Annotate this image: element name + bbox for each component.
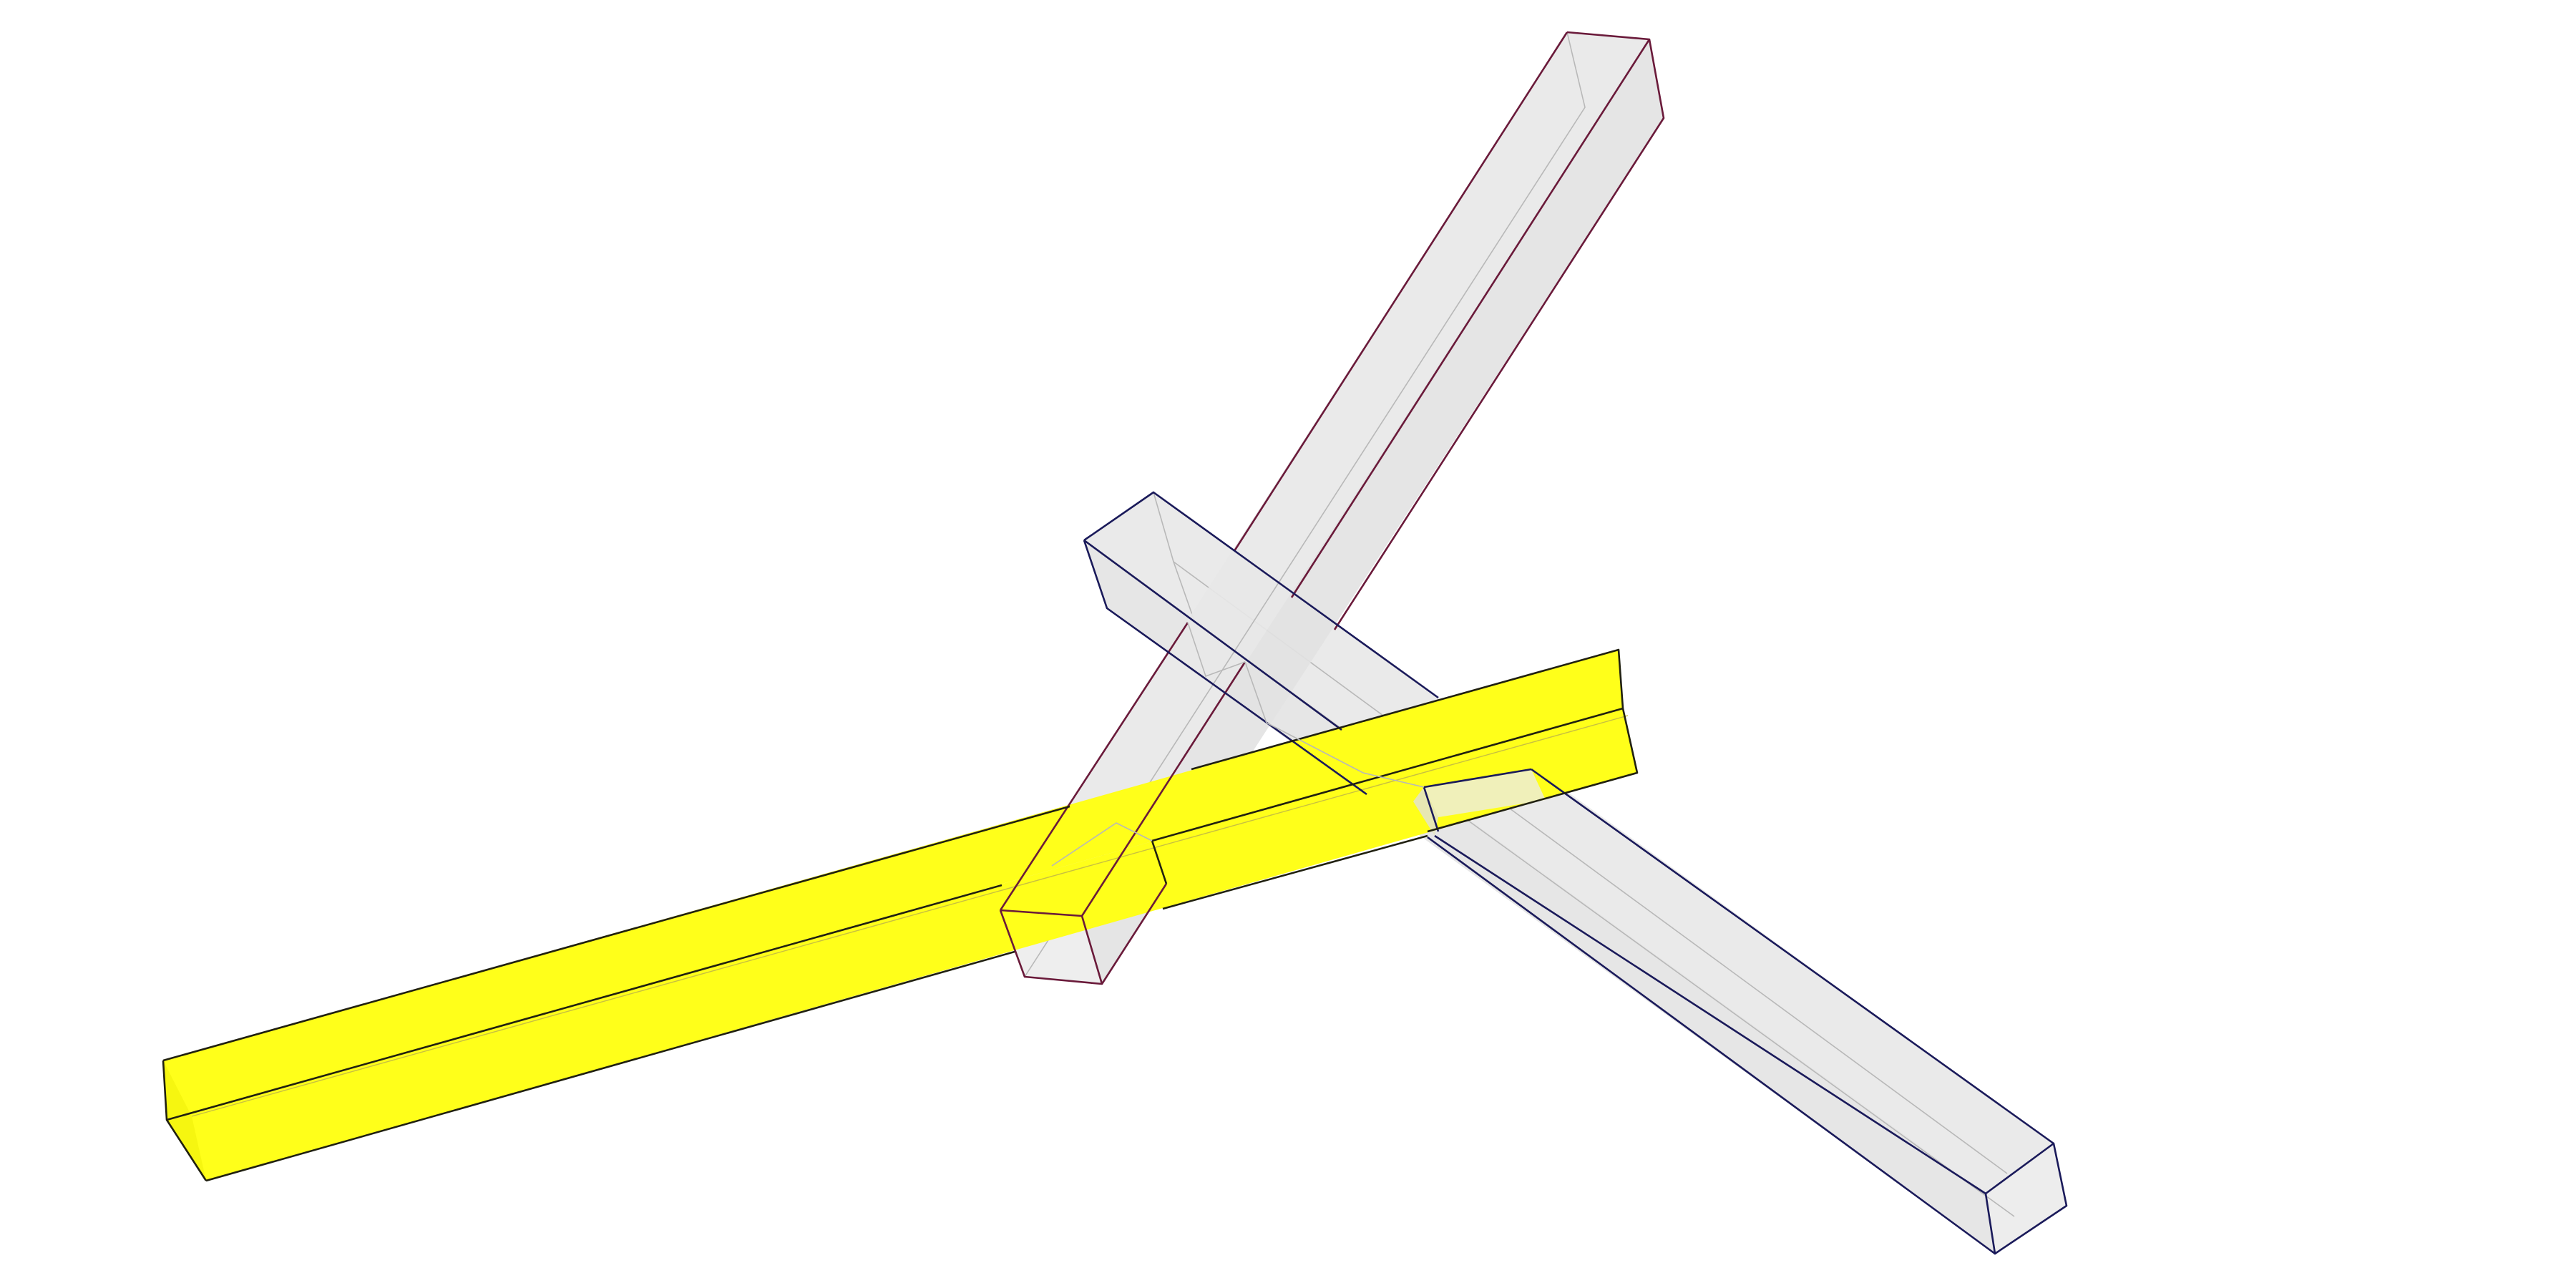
highlighted-beam-outline bbox=[162, 648, 1639, 1182]
highlighted-beam-end-edges bbox=[162, 1060, 208, 1181]
crossing-beam-lower-top-edge bbox=[1531, 768, 2054, 1145]
crossing-beam-edge-front bbox=[1083, 539, 1342, 731]
notch-block bbox=[1413, 769, 1546, 836]
highlighted-beam-bottom-edge-right bbox=[1162, 834, 1428, 910]
highlighted-beam-step bbox=[1151, 840, 1168, 884]
upright-beam-edge-left bbox=[1233, 31, 1568, 552]
highlighted-beam-mid-edge-right bbox=[1151, 707, 1639, 842]
joint-hidden-lines bbox=[1051, 622, 1425, 867]
highlighted-beam-mid-edge bbox=[166, 884, 1002, 1121]
notch-outline-2 bbox=[1423, 786, 1440, 832]
upright-beam-bottom-cap bbox=[999, 909, 1103, 985]
notch-block-front-face bbox=[1413, 787, 1438, 836]
highlighted-beam-top-edge-right bbox=[1191, 648, 1624, 771]
upright-beam-lower-mid-edge bbox=[1080, 661, 1246, 917]
crossing-beam-end-cap bbox=[1986, 1143, 2067, 1254]
highlighted-beam-top-edge-left bbox=[162, 805, 1070, 1062]
crossing-beam-edge-top bbox=[1083, 491, 1439, 699]
upright-beam-lower-right-edge bbox=[1101, 883, 1168, 985]
crossing-beam-lower-front-edge bbox=[1434, 834, 2068, 1255]
notch-block-top-face bbox=[1424, 769, 1546, 817]
highlighted-beam-hidden-line bbox=[191, 715, 1629, 1117]
upright-beam-hidden-lines bbox=[1024, 31, 1586, 977]
upright-beam-right-face bbox=[1082, 39, 1664, 984]
highlighted-beam-bottom-edge bbox=[205, 950, 1015, 1182]
highlighted-beam-top-face bbox=[163, 650, 1623, 1120]
crossing-beam-top-face bbox=[1084, 492, 2054, 1194]
joint-hidden-line-1 bbox=[1187, 622, 1246, 678]
crossing-beam-lower-bottom-edge bbox=[1427, 836, 1996, 1255]
notch-outline bbox=[1423, 768, 1532, 789]
joint-hidden-line-4 bbox=[1362, 772, 1425, 788]
highlighted-beam bbox=[163, 650, 1637, 1181]
upright-beam-edge-top-right bbox=[1333, 31, 1665, 630]
crossing-beam-front-face bbox=[1084, 540, 1995, 1254]
upright-beam-lower-left-edge bbox=[999, 622, 1189, 911]
upright-beam-left-face bbox=[1000, 32, 1649, 916]
highlighted-beam-end-cap bbox=[163, 1060, 206, 1181]
crossing-beam-outline bbox=[1083, 491, 2068, 1255]
upright-beam-outline bbox=[999, 31, 1665, 985]
crossing-beam-edge-bottom-start bbox=[1083, 540, 1367, 796]
joint-hidden-line-3 bbox=[1051, 822, 1153, 867]
highlighted-beam-front-face bbox=[167, 708, 1637, 1181]
upright-beam-edge-mid bbox=[1290, 39, 1651, 598]
joint-hidden-line-2 bbox=[1244, 661, 1364, 774]
